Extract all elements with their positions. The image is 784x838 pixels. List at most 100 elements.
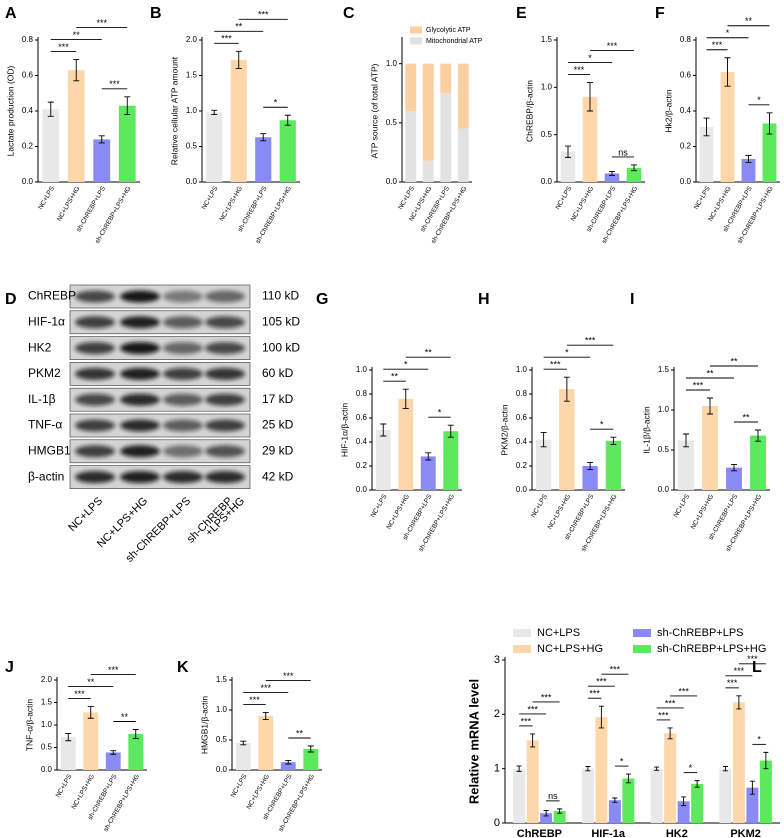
y-tick-label: 0.5 — [41, 743, 53, 752]
significance-label: *** — [610, 665, 621, 675]
significance-label: * — [565, 348, 569, 358]
panel-letter: J — [5, 659, 14, 676]
significance-label: *** — [521, 716, 532, 726]
blot-band — [163, 393, 203, 406]
molecular-weight: 60 kD — [262, 366, 294, 380]
significance-label: *** — [527, 704, 538, 714]
bar — [622, 778, 635, 823]
blot-band — [75, 445, 115, 458]
bar — [699, 126, 714, 182]
blot-band — [163, 290, 203, 303]
bar — [582, 466, 598, 490]
bar — [258, 716, 274, 770]
y-tick-label: 0.0 — [541, 177, 553, 186]
bar — [719, 768, 732, 823]
molecular-weight: 29 kD — [262, 443, 294, 457]
blot-band — [120, 342, 160, 355]
y-tick-label: 0.5 — [541, 130, 553, 139]
bar — [128, 734, 144, 770]
bar — [105, 752, 121, 770]
error-bar — [667, 727, 673, 740]
bar — [93, 139, 111, 182]
error-bar — [703, 117, 710, 137]
panel-letter: L — [752, 659, 762, 676]
significance-label: *** — [585, 336, 596, 346]
error-bar — [132, 729, 139, 739]
x-tick-label: NC+LPS — [530, 493, 549, 519]
y-tick-label: 0.8 — [356, 389, 368, 398]
x-tick-label: NC+LPS — [55, 773, 74, 799]
significance-label: ns — [618, 147, 628, 157]
legend-swatch — [410, 26, 422, 34]
error-bar — [683, 433, 689, 448]
legend-label: Mitochondrial ATP — [426, 38, 483, 45]
bar — [535, 439, 552, 490]
bar — [42, 109, 60, 182]
bar — [235, 743, 251, 770]
error-bar — [543, 810, 549, 817]
error-bar — [736, 695, 742, 710]
panel-letter: E — [516, 5, 527, 22]
x-tick-label: NC+LPS — [230, 773, 249, 799]
blot-band — [120, 471, 160, 484]
error-bar — [211, 109, 218, 115]
bar — [60, 737, 76, 770]
significance-label: *** — [541, 692, 552, 702]
y-tick-label: 0.6 — [356, 413, 368, 422]
error-bar — [284, 114, 291, 126]
bar — [375, 430, 391, 490]
significance-label: ** — [73, 30, 81, 40]
blot-band — [205, 393, 245, 406]
significance-label: *** — [550, 360, 561, 370]
significance-label: *** — [596, 677, 607, 687]
blot-band — [205, 316, 245, 329]
bar-segment — [405, 111, 417, 182]
protein-label: IL-1β — [28, 392, 56, 406]
blot-band — [163, 367, 203, 380]
bar — [720, 71, 735, 182]
panel-letter: C — [343, 5, 355, 22]
bar — [255, 137, 272, 182]
significance-label: * — [438, 408, 442, 418]
significance-label: *** — [574, 65, 585, 75]
significance-label: ** — [706, 368, 714, 378]
y-tick-label: 0 — [494, 817, 500, 829]
protein-label: PKM2 — [28, 366, 61, 380]
error-bar — [87, 706, 94, 719]
y-tick-label: 0.8 — [516, 389, 528, 398]
y-tick-label: 1.0 — [541, 82, 553, 91]
significance-label: *** — [74, 689, 85, 699]
y-tick-label: 1.0 — [658, 405, 670, 414]
y-tick-label: 0.0 — [41, 765, 53, 774]
blot-band — [75, 471, 115, 484]
error-bar — [260, 133, 267, 142]
blot-band — [75, 290, 115, 303]
x-tick-label: NC+LPS+HG — [547, 493, 573, 530]
molecular-weight: 110 kD — [262, 289, 299, 303]
significance-label: *** — [221, 34, 232, 44]
error-bar — [65, 733, 72, 742]
y-axis-label: TNF-α/β-actin — [24, 699, 34, 752]
y-tick-label: 1 — [494, 763, 500, 775]
y-tick-label: 0.2 — [516, 461, 528, 470]
error-bar — [124, 96, 131, 115]
bar — [303, 749, 319, 770]
panel-letter: K — [177, 659, 189, 676]
blot-band — [205, 471, 245, 484]
bar — [420, 456, 436, 490]
bar — [746, 787, 759, 823]
x-tick-label: NC+LPS+HG — [690, 493, 716, 530]
y-tick-label: 0.5 — [386, 118, 398, 127]
y-tick-label: 1.0 — [186, 106, 198, 115]
panel-letter: G — [316, 291, 328, 308]
x-tick-label: NC+LPS+HG — [218, 185, 244, 222]
blot-band — [120, 393, 160, 406]
error-bar — [763, 751, 769, 770]
error-bar — [540, 431, 547, 448]
bar — [560, 151, 576, 182]
panel-letter: I — [630, 291, 634, 308]
protein-label: ChREBP — [28, 289, 76, 303]
y-tick-label: 0.0 — [186, 177, 198, 186]
y-axis-label: Relative cellular ATP amount — [169, 56, 179, 165]
